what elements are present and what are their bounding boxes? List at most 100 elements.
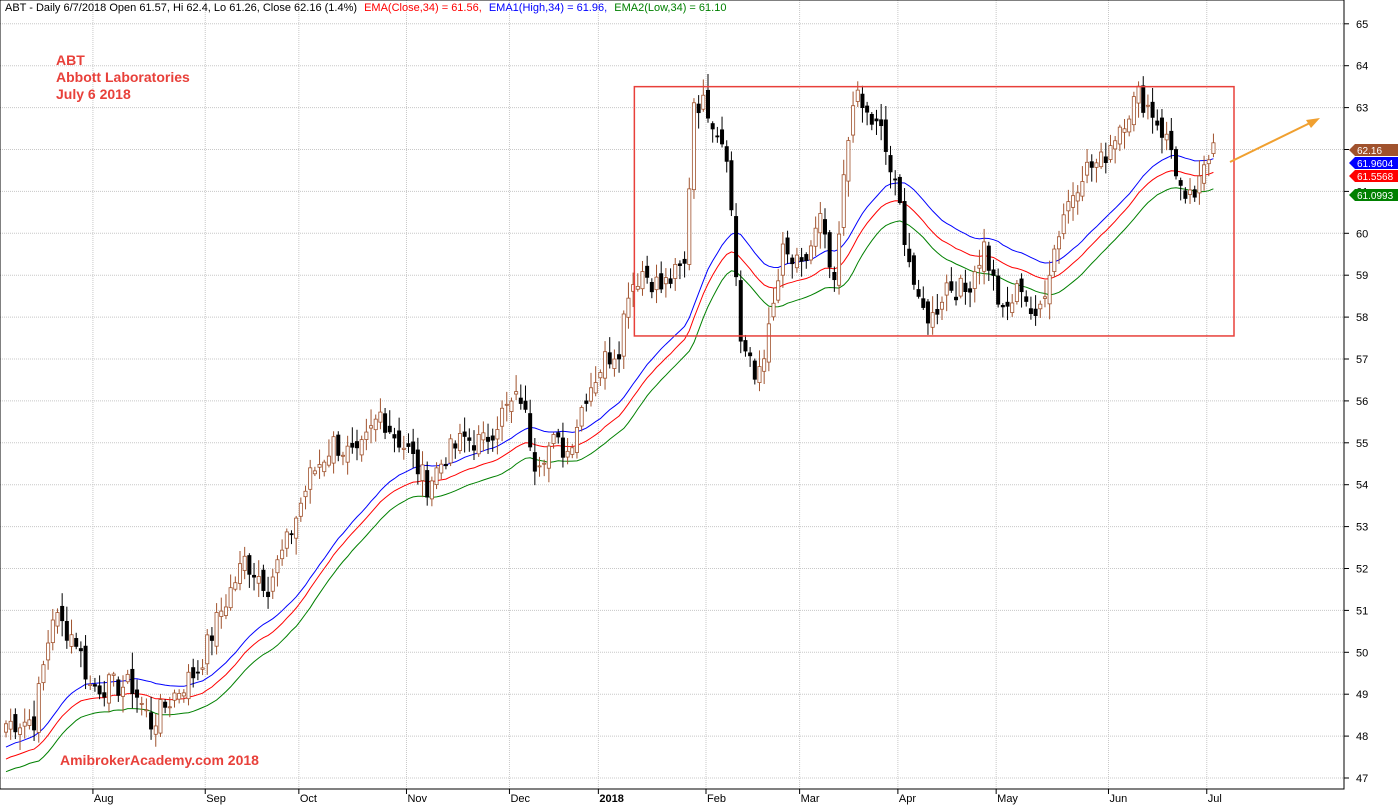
candle-body [944,282,949,296]
candle-body [986,245,991,271]
candle-body [603,351,608,379]
candle-body [729,160,734,211]
candle-body [907,248,912,263]
candle-body [64,621,69,641]
candle-body [186,671,191,700]
candle-body [317,464,322,468]
y-tick-label: 57 [1356,354,1368,366]
y-axis-ticks: 47484950515253545556575859606162636465 [1344,19,1368,785]
candle-body [532,452,537,472]
candle-body [682,258,687,264]
candle-body [214,612,219,647]
candle-body [958,277,963,297]
candle-body [546,445,551,469]
x-axis-labels: Aug Sep Oct Nov Dec 2018 Feb Mar Apr May Jun Jul [92,789,1222,805]
candle-body [504,403,509,406]
candle-body [621,313,626,357]
candle-body [69,634,74,647]
candle-body [832,271,837,281]
candle-body [940,301,945,310]
price-tag-label: 62.16 [1357,146,1382,157]
y-tick-label: 47 [1356,773,1368,785]
candle-body [36,683,41,733]
x-tick-label: 2018 [599,793,623,805]
candle-body [467,437,472,441]
candle-body [289,533,294,536]
candle-body [921,298,926,308]
candle-body [827,232,832,268]
candle-body [387,425,392,433]
candle-body [860,93,865,109]
candle-body [1141,85,1146,113]
candle-body [808,245,813,261]
ema-high-line [5,154,1214,748]
candle-body [205,634,210,665]
candle-body [514,391,519,395]
candle-body [471,445,476,451]
candle-body [776,280,781,301]
candle-body [972,271,977,289]
candle-body [228,587,233,609]
candle-body [13,714,18,733]
candle-body [771,302,776,318]
y-tick-label: 55 [1356,438,1368,450]
candle-body [925,301,930,324]
candle-body [593,382,598,394]
x-tick-label: Nov [407,793,427,805]
candle-body [223,606,228,616]
candle-body [364,431,369,440]
y-tick-label: 48 [1356,731,1368,743]
candle-body [1192,189,1197,198]
candle-body [495,429,500,440]
candle-body [701,94,706,110]
candle-body [804,254,809,261]
candle-body [121,686,126,697]
candle-body [607,352,612,365]
candle-body [579,407,584,427]
candle-body [219,610,224,617]
candle-body [780,243,785,276]
candle-body [1038,303,1043,310]
candle-body [233,582,238,590]
candle-body [308,467,313,490]
candle-body [1131,96,1136,126]
plot-border [0,0,1345,790]
candle-body [350,442,355,448]
candle-body [673,263,678,279]
candle-body [1080,181,1085,197]
candle-body [542,462,547,465]
candle-body [144,709,149,712]
candle-body [977,264,982,269]
candle-body [420,464,425,481]
candle-body [1206,159,1211,165]
candle-body [551,434,556,444]
candle-body [724,146,729,162]
candle-body [869,113,874,125]
candle-body [303,490,308,498]
annotation-symbol: ABT [56,52,85,68]
candle-body [1211,142,1216,154]
candle-body [897,176,902,203]
ema-close-line [5,170,1214,760]
candle-body [312,470,317,475]
candle-body [706,89,711,119]
candle-body [8,720,13,730]
trend-arrow-head [1306,118,1320,128]
candle-body [130,668,135,695]
candle-body [1122,128,1127,133]
candle-body [158,699,163,734]
candle-body [237,563,242,584]
candle-body [336,434,341,456]
candle-body [785,237,790,255]
y-tick-label: 59 [1356,270,1368,282]
range-box [633,85,1235,337]
candle-body [612,358,617,369]
candle-body [1159,117,1164,138]
candle-body [74,638,79,647]
candle-body [1000,304,1005,308]
candle-body [476,433,481,455]
candle-body [149,712,154,730]
candle-body [874,118,879,122]
candle-body [598,372,603,379]
